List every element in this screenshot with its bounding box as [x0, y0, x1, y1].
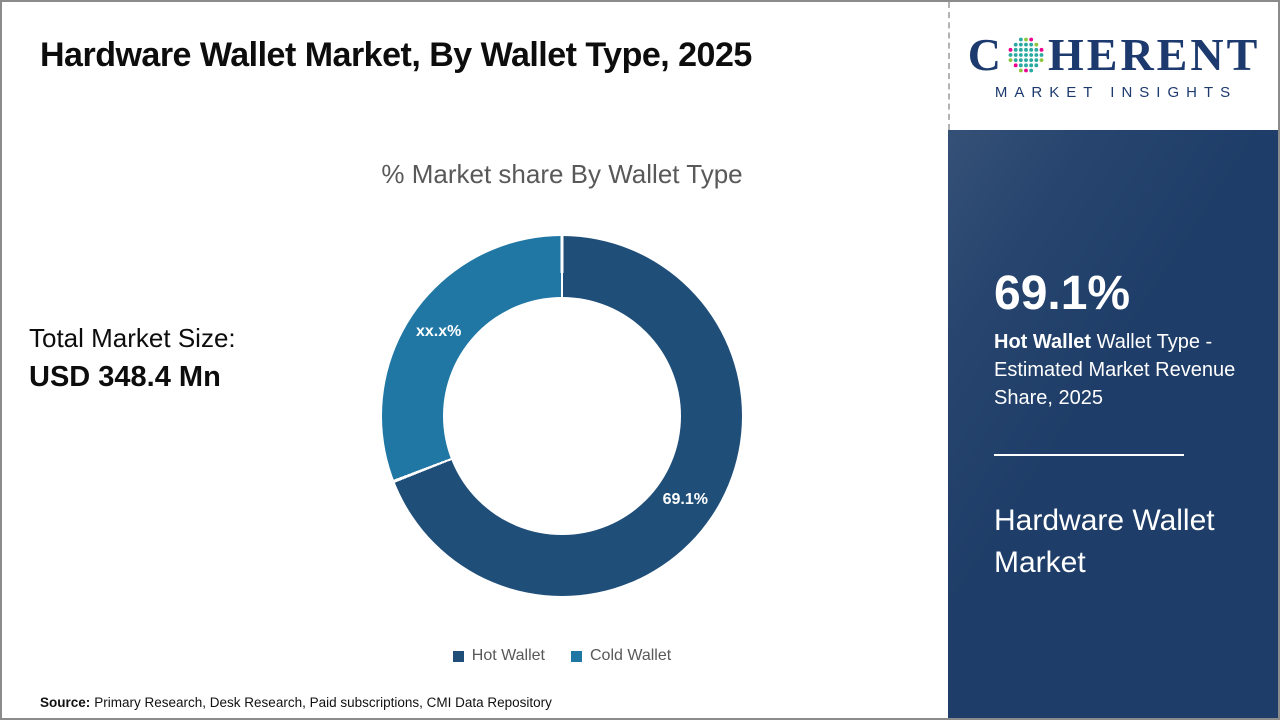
legend-item: Cold Wallet: [570, 647, 672, 665]
donut-hole: [443, 297, 681, 535]
brand-letter-c: C: [967, 28, 1004, 80]
dotted-globe-icon: [1008, 37, 1044, 72]
stat-description-rest: Wallet Type - Estimated Market Revenue S…: [994, 331, 1236, 409]
slice-label: 69.1%: [662, 491, 708, 509]
brand-logo: C HERENT MARKET INSIGHTS: [948, 2, 1278, 130]
highlight-sidebar: 69.1% Hot Wallet Wallet Type - Estimated…: [948, 130, 1278, 718]
total-market-size-value: USD 348.4 Mn: [29, 361, 221, 393]
legend-label: Hot Wallet: [471, 647, 545, 664]
stat-value: 69.1%: [994, 267, 1131, 320]
brand-letters-rest: HERENT: [1047, 28, 1261, 80]
brand-tagline: MARKET INSIGHTS: [994, 83, 1238, 101]
donut-chart: 69.1% xx.x%: [382, 236, 742, 596]
stat-description-segment: Hot Wallet: [994, 331, 1092, 353]
chart-subtitle: % Market share By Wallet Type: [381, 159, 743, 189]
chart-area: Hardware Wallet Market, By Wallet Type, …: [2, 2, 948, 718]
right-column: C HERENT MARKET INSIGHTS 69.1% Hot Walle…: [948, 2, 1278, 718]
stat-description: Hot Wallet Wallet Type - Estimated Marke…: [994, 328, 1244, 412]
legend-label: Cold Wallet: [589, 647, 672, 664]
chart-legend: Hot Wallet Cold Wallet: [332, 647, 792, 665]
source-text: Primary Research, Desk Research, Paid su…: [94, 695, 552, 710]
total-market-size-label: Total Market Size:: [29, 323, 236, 353]
legend-item: Hot Wallet: [452, 647, 545, 665]
report-market-name: Hardware Wallet Market: [994, 504, 1215, 579]
legend-marker: [452, 650, 464, 662]
legend-marker: [570, 650, 582, 662]
page-title: Hardware Wallet Market, By Wallet Type, …: [40, 36, 752, 74]
brand-wordmark: C HERENT: [967, 28, 1261, 80]
sidebar-divider: [994, 454, 1184, 456]
source-label: Source:: [40, 695, 91, 710]
source-line: Source: Primary Research, Desk Research, …: [40, 695, 552, 710]
total-market-size-block: Total Market Size: USD 348.4 Mn: [29, 323, 236, 394]
slice-label: xx.x%: [416, 322, 462, 340]
